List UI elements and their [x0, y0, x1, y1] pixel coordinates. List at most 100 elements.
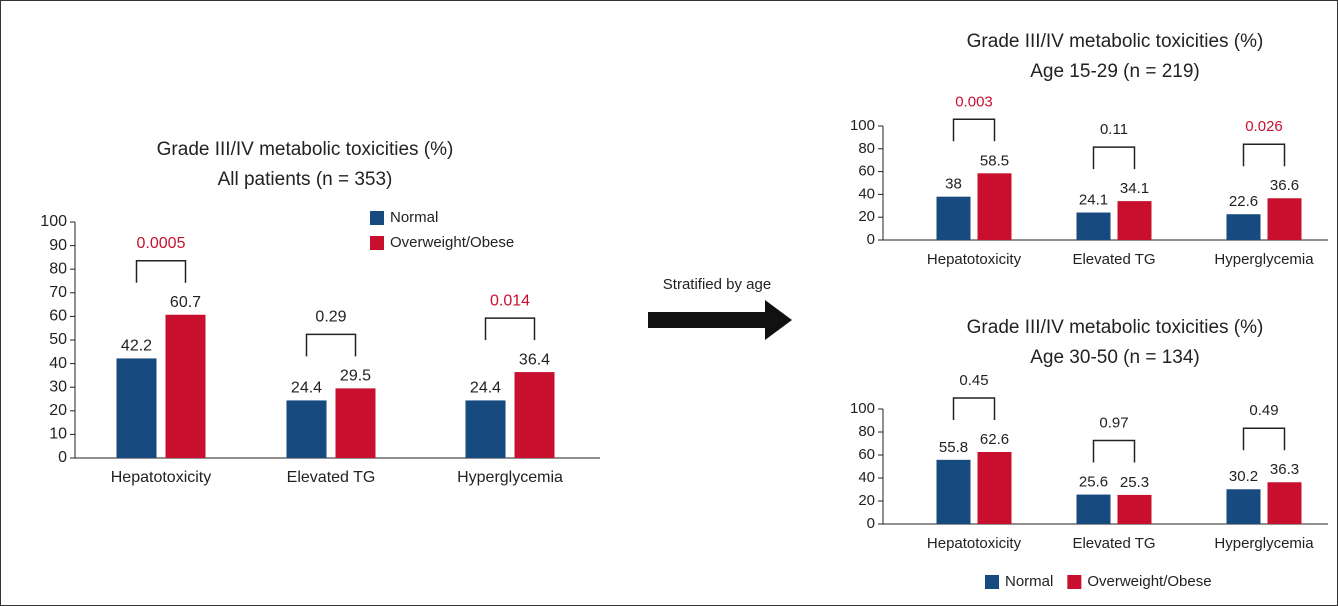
p-value: 0.45: [959, 372, 988, 389]
bar: [977, 452, 1012, 524]
bar: [116, 358, 157, 458]
p-value: 0.49: [1249, 402, 1278, 419]
bar: [1117, 494, 1152, 524]
legend-swatch: [370, 236, 384, 250]
bar: [165, 314, 206, 458]
p-value-bracket: [952, 118, 996, 142]
y-tick-label: 80: [858, 140, 875, 157]
y-tick-label: 50: [49, 331, 67, 348]
x-tick-label: Hepatotoxicity: [111, 469, 212, 486]
p-value-bracket: [952, 397, 996, 421]
y-tick-label: 80: [858, 423, 875, 440]
x-tick-label: Elevated TG: [1072, 251, 1155, 268]
bar: [936, 459, 971, 524]
value-label: 30.2: [1229, 468, 1258, 485]
value-label: 22.6: [1229, 193, 1258, 210]
p-value: 0.014: [490, 292, 530, 309]
bar: [1267, 482, 1302, 524]
y-tick-label: 60: [49, 308, 67, 325]
bar: [1076, 212, 1111, 240]
y-tick-label: 60: [858, 163, 875, 180]
y-tick-label: 100: [850, 117, 875, 134]
legend-swatch: [985, 575, 999, 589]
x-tick-label: Elevated TG: [287, 469, 376, 486]
chart-subtitle: All patients (n = 353): [218, 169, 393, 190]
p-value-bracket: [484, 317, 536, 341]
bar: [1117, 201, 1152, 240]
y-tick-label: 20: [858, 208, 875, 225]
value-label: 55.8: [939, 439, 968, 456]
y-tick-label: 90: [49, 237, 67, 254]
bar: [514, 372, 555, 458]
legend-swatch: [370, 211, 384, 225]
p-value: 0.11: [1100, 121, 1128, 138]
value-label: 42.2: [121, 338, 152, 355]
chart-subtitle: Age 15-29 (n = 219): [1030, 61, 1200, 82]
x-tick-label: Elevated TG: [1072, 535, 1155, 552]
chart-title: Grade III/IV metabolic toxicities (%): [967, 317, 1264, 338]
p-value: 0.0005: [137, 235, 186, 252]
p-value: 0.97: [1099, 415, 1128, 432]
p-value-bracket: [305, 333, 357, 357]
legend-label: Overweight/Obese: [390, 234, 514, 251]
legend-swatch: [1067, 575, 1082, 589]
x-tick-label: Hepatotoxicity: [927, 535, 1022, 552]
x-tick-label: Hyperglycemia: [1214, 251, 1314, 268]
p-value: 0.29: [315, 309, 346, 326]
y-tick-label: 20: [49, 402, 67, 419]
bar: [977, 173, 1012, 240]
p-value-bracket: [1242, 427, 1286, 451]
y-tick-label: 0: [867, 231, 875, 248]
p-value-bracket: [1242, 143, 1286, 167]
value-label: 34.1: [1120, 180, 1149, 197]
x-tick-label: Hyperglycemia: [457, 469, 563, 486]
value-label: 24.4: [291, 380, 322, 397]
value-label: 38: [945, 176, 962, 193]
p-value-bracket: [1092, 146, 1136, 170]
y-tick-label: 40: [858, 469, 875, 486]
value-label: 24.4: [470, 380, 501, 397]
x-tick-label: Hepatotoxicity: [927, 251, 1022, 268]
legend-label: Normal: [1005, 573, 1053, 590]
x-tick-label: Hyperglycemia: [1214, 535, 1314, 552]
arrow: [648, 300, 792, 340]
value-label: 58.5: [980, 152, 1009, 169]
bar: [465, 400, 506, 458]
y-tick-label: 80: [49, 260, 67, 277]
y-tick-label: 40: [858, 185, 875, 202]
value-label: 62.6: [980, 431, 1009, 448]
arrow-label: Stratified by age: [663, 276, 771, 293]
bar: [1226, 214, 1261, 240]
y-tick-label: 100: [40, 213, 67, 230]
value-label: 29.5: [340, 368, 371, 385]
bar: [1267, 198, 1302, 240]
value-label: 60.7: [170, 294, 201, 311]
y-tick-label: 0: [867, 515, 875, 532]
value-label: 25.3: [1120, 474, 1149, 491]
bar: [936, 196, 971, 240]
p-value-bracket: [135, 259, 187, 283]
legend-label: Normal: [390, 209, 438, 226]
value-label: 25.6: [1079, 474, 1108, 491]
legend-label: Overweight/Obese: [1087, 573, 1211, 590]
bar: [335, 388, 376, 458]
y-tick-label: 70: [49, 284, 67, 301]
y-tick-label: 100: [850, 400, 875, 417]
bar: [1226, 489, 1261, 524]
value-label: 36.6: [1270, 177, 1299, 194]
chart-title: Grade III/IV metabolic toxicities (%): [967, 31, 1264, 52]
y-tick-label: 10: [49, 426, 67, 443]
bar: [286, 400, 327, 458]
bar: [1076, 494, 1111, 524]
y-tick-label: 60: [858, 446, 875, 463]
p-value: 0.026: [1245, 118, 1283, 135]
chart-title: Grade III/IV metabolic toxicities (%): [157, 139, 454, 160]
y-tick-label: 30: [49, 378, 67, 395]
y-tick-label: 40: [49, 355, 67, 372]
p-value-bracket: [1092, 439, 1136, 463]
value-label: 36.3: [1270, 461, 1299, 478]
y-tick-label: 0: [58, 449, 67, 466]
value-label: 24.1: [1079, 191, 1108, 208]
y-tick-label: 20: [858, 492, 875, 509]
chart-subtitle: Age 30-50 (n = 134): [1030, 347, 1200, 368]
